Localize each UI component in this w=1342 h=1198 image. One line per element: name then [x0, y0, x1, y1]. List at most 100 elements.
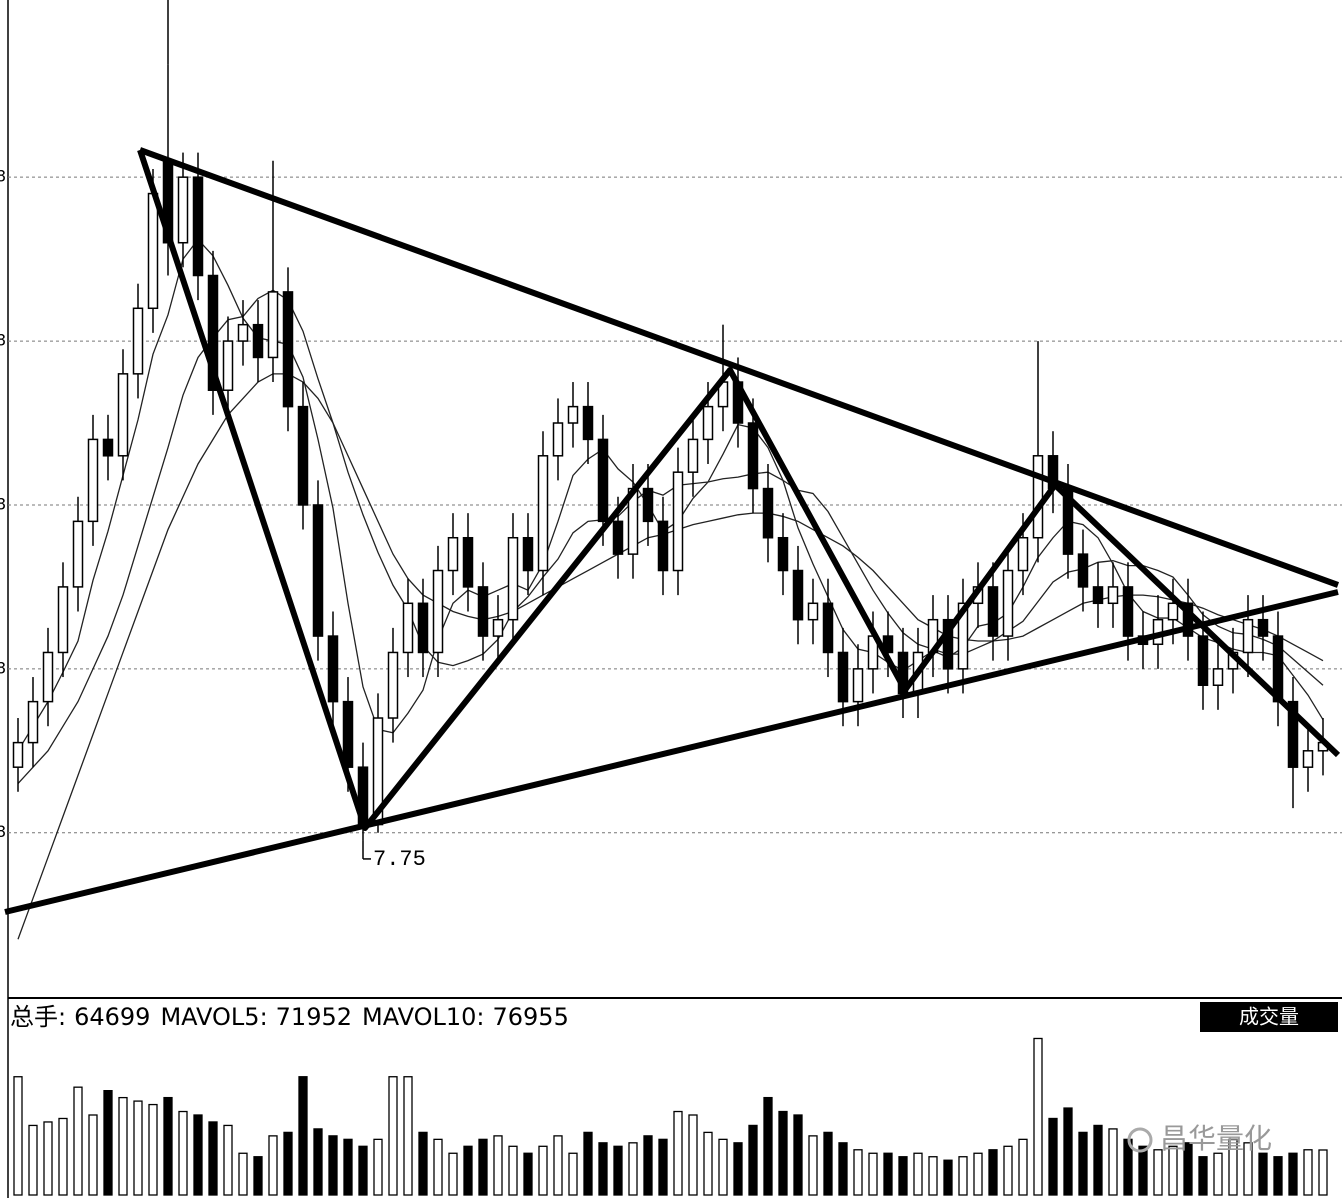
candle-body [822, 602, 834, 654]
volume-bar [313, 1128, 323, 1196]
volume-bar [478, 1138, 488, 1196]
header-label: 总手: [10, 1003, 66, 1031]
support-line [4, 589, 1339, 915]
volume-bar [808, 1135, 818, 1196]
candle-body [72, 520, 84, 588]
candle-body [57, 586, 69, 654]
candle-body [882, 635, 894, 654]
volume-bar [748, 1124, 758, 1196]
candle-body [522, 536, 534, 572]
candle-body [672, 471, 684, 572]
candle-body [1107, 586, 1119, 605]
volume-bar [253, 1156, 263, 1196]
candle-body [957, 602, 969, 670]
candle-body [597, 438, 609, 523]
volume-bar [823, 1131, 833, 1196]
volume-bar [778, 1110, 788, 1196]
candle-body [537, 455, 549, 572]
candle-body [87, 438, 99, 523]
candle-body [582, 405, 594, 441]
candle-body [987, 586, 999, 637]
watermark-icon [1127, 1127, 1153, 1153]
volume-bar [493, 1135, 503, 1196]
volume-bar [628, 1142, 638, 1196]
volume-bar [298, 1076, 308, 1196]
candle-body [762, 487, 774, 539]
candle-body [1287, 700, 1299, 768]
candle-body [282, 291, 294, 408]
candle-body [507, 536, 519, 621]
volume-bar [373, 1138, 383, 1196]
volume-bar [1153, 1149, 1163, 1196]
volume-bar [1108, 1128, 1118, 1196]
candle-body [387, 651, 399, 719]
candle-body [1002, 569, 1014, 637]
candle-body [237, 323, 249, 342]
moving-average [17, 289, 1324, 785]
moving-average [17, 373, 1324, 940]
volume-bar [1048, 1117, 1058, 1196]
volume-bar [1093, 1124, 1103, 1196]
volume-bar [1168, 1145, 1178, 1196]
candle-body [747, 422, 759, 490]
volume-bar [1288, 1152, 1298, 1196]
candle-body [1302, 750, 1314, 768]
volume-bar [943, 1159, 953, 1196]
volume-bar [163, 1096, 173, 1196]
volume-bar [643, 1135, 653, 1196]
candle-body [192, 176, 204, 277]
candle-body [312, 504, 324, 637]
candle-body [207, 274, 219, 391]
volume-bar [658, 1138, 668, 1196]
volume-bar [868, 1152, 878, 1196]
volume-bar [1228, 1138, 1238, 1196]
candle-body [807, 602, 819, 621]
candle-body [1197, 635, 1209, 686]
zigzag-line [137, 149, 1341, 831]
volume-bar [1138, 1145, 1148, 1196]
volume-bar [583, 1131, 593, 1196]
candle-body [687, 438, 699, 473]
volume-bar [1018, 1138, 1028, 1196]
candle-body [432, 569, 444, 654]
annotation-label: 7.75 [373, 847, 426, 872]
volume-bar [613, 1145, 623, 1196]
candle-body [1167, 602, 1179, 621]
volume-bar [43, 1121, 53, 1196]
y-tick-label: 7.8 [0, 822, 6, 841]
volume-bar [133, 1100, 143, 1196]
volume-bar [343, 1138, 353, 1196]
volume-bar [148, 1103, 158, 1196]
volume-bar [238, 1152, 248, 1196]
candle-body [12, 741, 24, 768]
volume-bar [13, 1076, 23, 1196]
candle-body [642, 487, 654, 523]
volume-bar [1243, 1142, 1253, 1196]
candle-body [417, 602, 429, 654]
candle-body [102, 438, 114, 457]
indicator-button-bg[interactable] [1200, 1002, 1338, 1032]
candle-body [702, 405, 714, 441]
volume-bar [883, 1152, 893, 1196]
indicator-button[interactable]: 成交量 [1239, 1005, 1299, 1029]
volume-bar [463, 1145, 473, 1196]
candle-body [477, 586, 489, 637]
volume-bar [1198, 1156, 1208, 1196]
volume-bar [673, 1110, 683, 1196]
y-tick-label: 11.8 [0, 167, 6, 186]
candle-body [567, 405, 579, 424]
volume-bar [793, 1114, 803, 1196]
header-value: 64699 [74, 1003, 150, 1031]
candle-body [612, 520, 624, 555]
candle-body [462, 536, 474, 588]
header-value: 71952 [276, 1003, 352, 1031]
volume-bar [928, 1156, 938, 1196]
y-tick-label: 8.8 [0, 658, 6, 677]
volume-bar [718, 1138, 728, 1196]
volume-bar [733, 1142, 743, 1196]
candle-body [1017, 536, 1029, 572]
volume-bar [418, 1131, 428, 1196]
candle-body [147, 192, 159, 310]
candle-body [252, 323, 264, 359]
